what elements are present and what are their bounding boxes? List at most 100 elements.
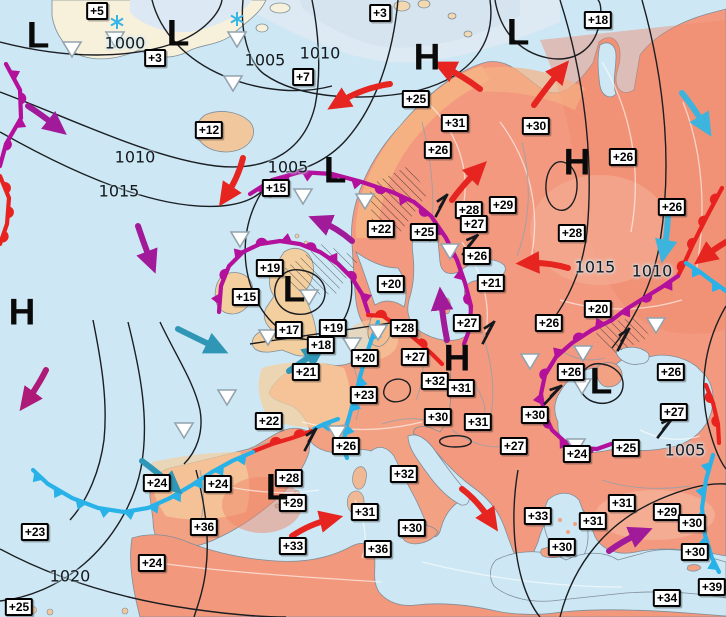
weather-symbols — [61, 12, 675, 456]
land-africa — [130, 534, 726, 617]
shower-marker-icon — [519, 353, 541, 371]
hatched-area — [596, 317, 650, 353]
warm-front-tooth — [269, 436, 282, 445]
red-airflow-arrow-icon — [515, 251, 571, 274]
cold-front-tooth — [123, 510, 136, 520]
purple-airflow-arrow-icon — [25, 103, 67, 135]
cold-front-tooth — [211, 293, 221, 306]
purple-airflow-arrow-icon — [135, 223, 158, 274]
shower-marker-icon — [292, 188, 314, 206]
cold-front-tooth — [553, 347, 564, 359]
sea-azov — [615, 346, 650, 365]
shower-marker-icon — [572, 345, 594, 363]
warm-front-tooth — [687, 237, 696, 250]
hot-land-tint — [222, 477, 302, 533]
cold-front-tooth — [695, 485, 706, 498]
shower-marker-icon — [326, 425, 348, 443]
cold-front-tooth — [694, 510, 704, 523]
warm-front — [703, 382, 722, 446]
cold-front-tooth — [711, 281, 723, 293]
island — [573, 522, 577, 526]
wind-barb-icon — [434, 193, 449, 218]
island-cyprus — [686, 564, 702, 572]
warm-front-tooth — [20, 92, 27, 105]
island — [255, 23, 269, 33]
sea-adriatic — [407, 434, 470, 506]
warm-front — [251, 428, 315, 454]
warm-front-tooth — [2, 182, 11, 194]
island — [46, 608, 54, 616]
island — [269, 2, 291, 14]
red-airflow-arrow-icon — [531, 60, 570, 108]
warm-front-tooth — [3, 138, 12, 151]
warm-front-tooth — [293, 429, 306, 438]
wind-barb-icon — [481, 320, 496, 345]
cool-land-tint — [258, 362, 350, 428]
snowflake-icon — [230, 12, 244, 26]
purple-airflow-arrow-icon — [308, 214, 355, 244]
wind-barb-icon — [303, 427, 318, 452]
cold-front-tooth — [559, 438, 570, 449]
cold-front-tooth — [9, 70, 21, 81]
cold-front-tooth — [213, 465, 224, 477]
warm-front-tooth — [582, 448, 595, 455]
purple-airflow-arrow-icon — [606, 526, 653, 554]
wind-barb-icon — [543, 384, 563, 406]
island-corsica — [352, 466, 367, 490]
warm-front-tooth — [463, 292, 471, 305]
shower-marker-icon — [645, 317, 667, 335]
fronts — [0, 61, 726, 575]
warm-front-tooth — [326, 173, 339, 181]
red-airflow-arrow-icon — [459, 486, 498, 532]
teal-airflow-arrow-icon — [139, 458, 183, 495]
warm-front-tooth — [709, 193, 719, 205]
cold-front-tooth — [148, 502, 160, 514]
island — [121, 607, 129, 615]
island — [463, 30, 473, 38]
cold-front-tooth — [320, 421, 332, 432]
island — [566, 530, 570, 534]
warm-front-tooth — [539, 368, 548, 381]
red-airflow-arrow-icon — [432, 61, 483, 92]
cold-front-tooth — [98, 508, 111, 518]
magenta-airflow-arrow-icon — [19, 367, 49, 412]
cold-front-tooth — [357, 376, 368, 388]
shower-marker-icon — [257, 329, 279, 347]
shower-marker-icon — [226, 31, 248, 49]
cold-front-tooth — [453, 269, 465, 281]
cold-front-tooth — [344, 424, 355, 437]
red-airflow-arrow-icon — [693, 239, 726, 265]
shower-marker-icon — [229, 231, 251, 249]
cold-front — [699, 452, 722, 575]
warm-front-tooth — [304, 242, 317, 251]
land-crimea — [596, 362, 623, 388]
hatched-area — [282, 244, 360, 295]
red-airflow-arrow-icon — [449, 161, 487, 203]
warm-front-tooth — [641, 293, 653, 303]
cold-front-tooth — [32, 471, 44, 483]
cold-front-tooth — [75, 499, 87, 510]
occluded-front — [0, 61, 24, 169]
cold-front-tooth — [691, 266, 702, 278]
snowflake-icon — [110, 15, 124, 29]
island — [558, 518, 562, 522]
cold-front-tooth — [461, 317, 471, 330]
shower-marker-icon — [216, 389, 238, 407]
shower-marker-icon — [341, 337, 363, 355]
warm-front-tooth — [0, 230, 9, 243]
red-airflow-arrow-icon — [327, 81, 393, 110]
red-airflow-arrow-icon — [289, 510, 344, 539]
island — [447, 12, 457, 20]
warm-front-tooth — [704, 391, 713, 404]
warm-front-tooth — [219, 268, 228, 281]
warm-front-tooth — [698, 215, 707, 227]
shower-marker-icon — [222, 75, 244, 93]
cold-front-tooth — [595, 317, 606, 329]
cold-front-tooth — [327, 252, 338, 264]
shower-marker-icon — [173, 422, 195, 440]
cyan-airflow-arrow-icon — [679, 90, 712, 137]
cold-front-tooth — [351, 179, 363, 190]
warm-front-tooth — [346, 270, 357, 282]
